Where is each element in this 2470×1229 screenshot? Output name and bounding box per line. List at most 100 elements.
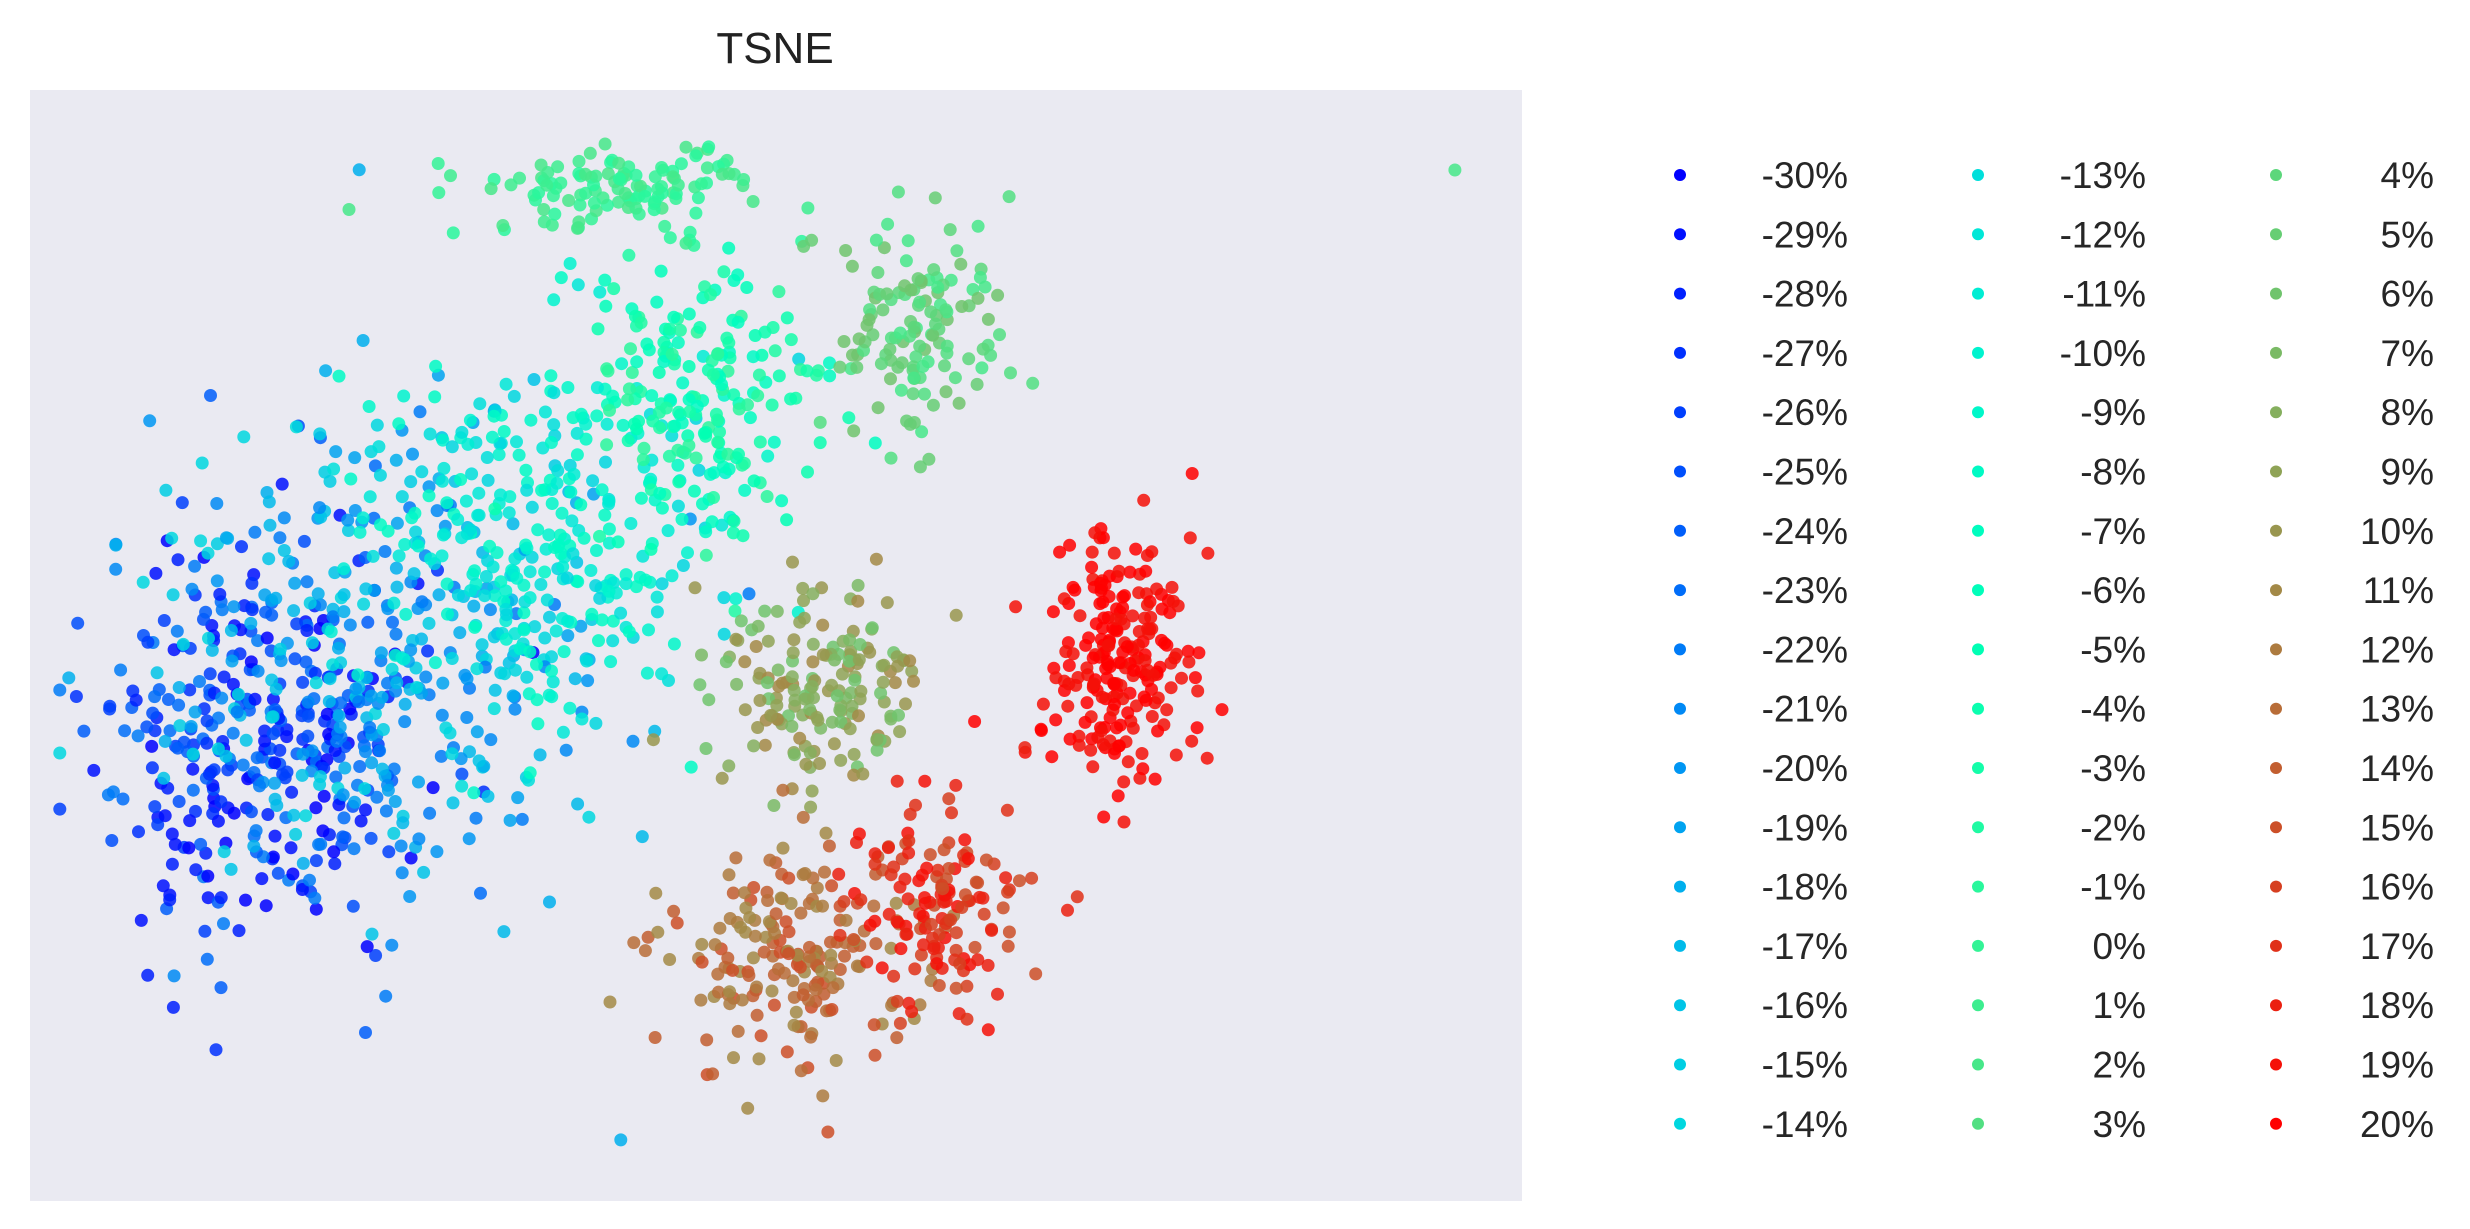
legend-marker [1674,584,1686,597]
data-point [231,687,245,701]
data-point [211,814,225,828]
data-point [543,895,556,909]
data-point [1191,684,1205,698]
data-point [275,477,289,491]
data-point [296,856,310,870]
legend-label: -12% [2060,214,2146,255]
data-point [145,739,159,753]
data-point [1190,721,1204,735]
data-point [1062,677,1076,691]
data-point [653,486,667,500]
data-point [722,759,736,773]
data-point [899,697,912,711]
legend-label: -17% [1762,926,1848,967]
legend-label: -28% [1762,274,1848,315]
data-point [648,195,662,209]
data-point [780,311,794,325]
data-point [268,776,281,790]
data-point [852,827,866,841]
data-point [672,405,686,419]
data-point [253,779,266,793]
data-point [1112,739,1126,753]
data-point [1117,815,1131,829]
data-point [738,655,752,669]
data-point [232,924,246,938]
data-point [337,811,351,825]
data-point [435,549,449,563]
data-point [269,591,283,605]
data-point [900,927,914,941]
data-point [141,635,155,649]
legend-marker [1674,939,1686,952]
data-point [949,608,963,622]
data-point [561,381,575,394]
data-point [1181,644,1195,658]
legend-marker [1972,287,1984,300]
data-point [655,577,669,591]
data-point [930,957,944,971]
legend-label: -22% [1762,629,1848,670]
data-point [227,600,241,614]
data-point [301,729,315,743]
data-point [624,342,637,356]
data-point [702,693,716,707]
data-point [480,451,494,464]
data-point [813,436,827,450]
data-point [587,196,601,210]
legend-marker [2270,702,2282,715]
data-point [880,596,894,610]
data-point [688,581,702,595]
data-point [545,497,559,510]
data-point [336,830,350,844]
data-point [274,654,288,668]
data-point [742,969,756,982]
data-point [451,588,465,602]
legend-marker [1972,346,1984,359]
data-point [929,317,942,331]
data-point [751,721,765,734]
legend-label: 1% [2093,985,2146,1026]
data-point [171,553,185,567]
data-point [506,689,520,703]
data-point [499,377,513,391]
data-point [467,599,481,613]
data-point [194,837,208,851]
data-point [484,733,498,747]
data-point [655,161,669,174]
data-point [239,733,253,747]
data-point [651,925,665,939]
data-point [145,761,159,775]
data-point [1148,772,1162,786]
data-point [453,626,467,640]
data-point [638,189,652,203]
data-point [386,615,399,629]
data-point [1215,703,1229,717]
legend-label: 8% [2381,392,2434,433]
data-point [600,417,614,431]
data-point [722,241,736,255]
data-point [1151,691,1165,705]
data-point [381,676,394,690]
data-point [907,320,921,334]
legend-label: -7% [2080,511,2146,552]
legend-label: 0% [2093,926,2146,967]
data-point [649,886,663,900]
data-point [824,948,838,962]
data-point [657,335,671,349]
data-point [888,676,902,690]
data-point [77,724,91,738]
data-point [561,629,575,643]
data-point [239,893,252,907]
legend-marker [1972,880,1984,893]
data-point [1086,651,1100,665]
data-point [823,356,836,370]
data-point [772,962,785,976]
data-point [171,741,185,755]
data-point [287,604,301,618]
data-point [313,427,327,441]
data-point [415,632,428,646]
data-point [1201,546,1215,560]
data-point [707,491,720,504]
data-point [1188,671,1202,685]
legend-label: -18% [1762,867,1848,908]
